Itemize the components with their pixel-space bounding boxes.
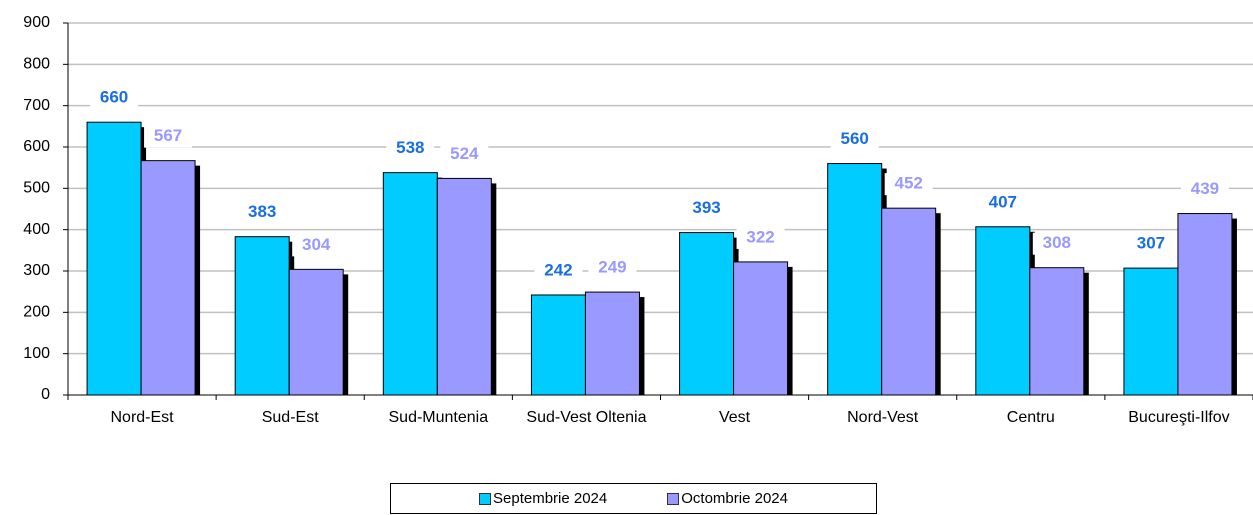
y-tick-label: 100	[23, 345, 50, 362]
legend-label: Septembrie 2024	[493, 490, 608, 507]
data-label: 439	[1191, 179, 1219, 198]
y-tick-label: 400	[23, 221, 50, 238]
data-label: 660	[100, 88, 128, 107]
bar	[288, 268, 344, 396]
data-label: 560	[841, 129, 869, 148]
y-tick-label: 300	[23, 262, 50, 279]
data-label-bg	[386, 137, 435, 160]
data-label: 322	[746, 227, 774, 246]
bar	[679, 232, 735, 396]
data-label: 307	[1137, 234, 1165, 253]
data-label: 407	[989, 192, 1017, 211]
bar	[733, 261, 789, 396]
x-tick-label: Sud-Muntenia	[388, 409, 489, 426]
bar	[1123, 267, 1179, 396]
bar	[234, 236, 290, 396]
x-tick-label: Nord-Est	[110, 409, 174, 426]
x-tick-label: Sud-Vest Oltenia	[526, 409, 647, 426]
data-label: 308	[1043, 233, 1071, 252]
bar	[1029, 267, 1085, 396]
legend: Septembrie 2024 Octombrie 2024	[390, 483, 877, 514]
data-label: 249	[598, 258, 626, 277]
data-label-bg	[90, 87, 139, 110]
y-tick-label: 500	[23, 180, 50, 197]
x-tick-label: Bucureşti-Ilfov	[1128, 409, 1230, 426]
bar	[1177, 213, 1233, 396]
data-label: 524	[450, 144, 479, 163]
data-label: 393	[692, 198, 720, 217]
data-label-bg	[534, 259, 583, 282]
data-label: 452	[895, 174, 923, 193]
data-label-bg	[1126, 233, 1175, 256]
legend-swatch	[667, 492, 680, 505]
data-label-bg	[682, 197, 731, 220]
legend-item: Octombrie 2024	[667, 490, 788, 507]
legend-label: Octombrie 2024	[681, 490, 788, 507]
data-label-bg	[830, 128, 879, 151]
bar	[382, 172, 438, 396]
data-label-bg	[292, 234, 341, 257]
data-label-bg	[238, 201, 287, 224]
legend-swatch	[479, 492, 491, 505]
bar	[140, 160, 196, 396]
data-label-bg	[884, 173, 933, 196]
data-label: 538	[396, 138, 424, 157]
x-tick-label: Sud-Est	[261, 409, 319, 426]
data-label-bg	[440, 143, 489, 166]
data-label: 242	[544, 260, 572, 279]
bar	[436, 177, 492, 396]
y-tick-label: 200	[23, 304, 50, 321]
bar	[881, 207, 937, 396]
data-label: 383	[248, 202, 276, 221]
data-label: 304	[302, 235, 331, 254]
bar	[86, 121, 142, 396]
x-tick-label: Centru	[1006, 409, 1055, 426]
bar	[827, 163, 883, 396]
data-label-bg	[1032, 232, 1081, 255]
bar	[530, 294, 586, 396]
y-tick-label: 600	[23, 138, 50, 155]
data-label-bg	[736, 226, 785, 249]
data-label: 567	[154, 126, 182, 145]
y-tick-label: 800	[23, 56, 50, 73]
y-tick-label: 700	[23, 97, 50, 114]
data-label-bg	[1180, 178, 1229, 201]
y-tick-label: 0	[41, 386, 50, 403]
legend-item: Septembrie 2024	[479, 490, 607, 507]
bar	[975, 226, 1031, 396]
bar	[584, 291, 640, 396]
plot: 0 100 200 300 400 500 600 700 800 900 660 567 383 304…	[23, 14, 1253, 403]
data-label-bg	[144, 125, 193, 148]
x-tick-label: Nord-Vest	[847, 409, 919, 426]
data-label-bg	[588, 257, 637, 280]
data-label-bg	[978, 191, 1027, 214]
x-tick-label: Vest	[718, 409, 751, 426]
y-tick-label: 900	[23, 14, 50, 31]
